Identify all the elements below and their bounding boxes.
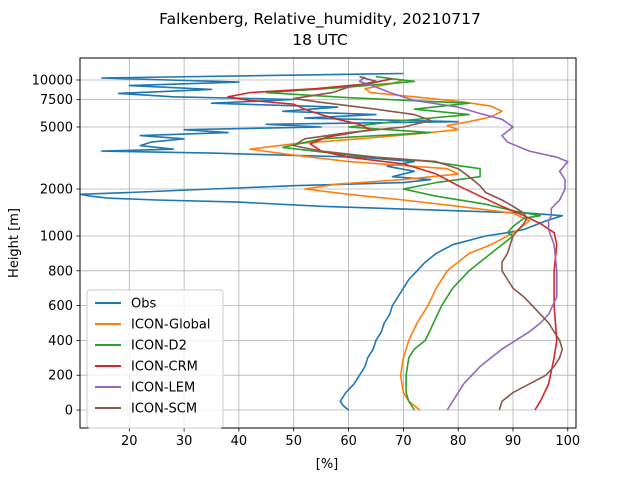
- series-layer: [80, 72, 569, 411]
- series-line-icon-scm: [292, 75, 564, 411]
- x-tick-label: 20: [121, 434, 138, 449]
- series-line-icon-d2: [265, 75, 542, 411]
- series-line-obs: [80, 72, 564, 411]
- x-ticks: 20 30 40 50 60 70 80 90 100: [121, 428, 580, 449]
- x-tick-label: 60: [340, 434, 357, 449]
- series-line-icon-crm: [227, 77, 558, 411]
- legend-label: ICON-CRM: [131, 360, 198, 375]
- series-line-icon-lem: [358, 76, 569, 411]
- x-tick-label: 100: [555, 434, 580, 449]
- y-tick-label: 5000: [40, 121, 73, 136]
- legend: Obs ICON-Global ICON-D2 ICON-CRM ICON-LEM ICO…: [86, 289, 224, 429]
- series-line-icon-global: [249, 79, 531, 411]
- y-tick-label: 400: [48, 334, 73, 349]
- chart-subtitle: 18 UTC: [292, 31, 347, 49]
- x-axis-label: [%]: [316, 457, 339, 472]
- legend-label: Obs: [131, 297, 156, 312]
- y-tick-label: 1000: [40, 230, 73, 245]
- y-tick-label: 200: [48, 369, 73, 384]
- legend-label: ICON-LEM: [131, 381, 195, 396]
- chart-title: Falkenberg, Relative_humidity, 20210717: [159, 10, 481, 29]
- y-tick-label: 0: [65, 404, 73, 419]
- x-tick-label: 30: [176, 434, 193, 449]
- y-tick-label: 600: [48, 299, 73, 314]
- plot-frame: [79, 57, 577, 429]
- x-tick-label: 90: [505, 434, 522, 449]
- x-tick-label: 40: [231, 434, 248, 449]
- legend-label: ICON-Global: [131, 318, 211, 333]
- y-tick-label: 7500: [40, 93, 73, 108]
- y-axis-label: Height [m]: [7, 208, 22, 278]
- y-tick-label: 10000: [32, 74, 73, 89]
- legend-label: ICON-D2: [131, 339, 187, 354]
- y-ticks: 0 200 400 600 800 1000 2000 5000 7500 10000: [32, 74, 80, 419]
- x-tick-label: 80: [450, 434, 467, 449]
- y-tick-label: 2000: [40, 183, 73, 198]
- x-tick-label: 50: [285, 434, 302, 449]
- y-tick-label: 800: [48, 264, 73, 279]
- x-tick-label: 70: [395, 434, 412, 449]
- legend-label: ICON-SCM: [131, 402, 197, 417]
